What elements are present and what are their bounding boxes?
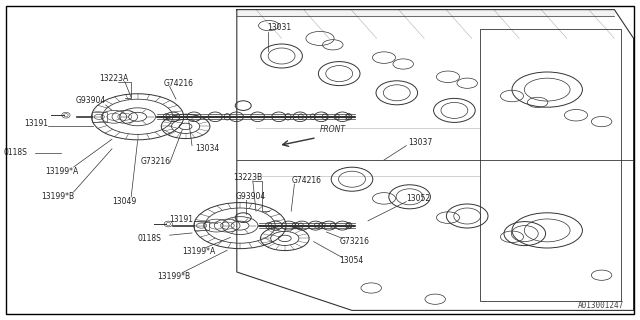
Text: 13199*A: 13199*A xyxy=(45,167,78,176)
Text: 13199*B: 13199*B xyxy=(157,272,190,281)
Text: G73216: G73216 xyxy=(141,157,171,166)
Text: 13191: 13191 xyxy=(24,119,49,128)
Text: 13191: 13191 xyxy=(170,215,194,224)
Text: 13031: 13031 xyxy=(268,23,292,32)
Text: 13034: 13034 xyxy=(195,144,220,153)
Text: 13223B: 13223B xyxy=(234,173,263,182)
Bar xyxy=(194,221,209,230)
Bar xyxy=(480,29,621,301)
Text: 0118S: 0118S xyxy=(138,234,161,243)
Text: 13037: 13037 xyxy=(408,138,433,147)
Text: 13199*B: 13199*B xyxy=(42,192,75,201)
Text: 13054: 13054 xyxy=(339,256,364,265)
Text: G73216: G73216 xyxy=(339,237,369,246)
Text: A013001247: A013001247 xyxy=(578,301,624,310)
Text: G93904: G93904 xyxy=(236,192,266,201)
Text: 13223A: 13223A xyxy=(99,74,129,83)
Text: 13049: 13049 xyxy=(112,197,136,206)
Text: G93904: G93904 xyxy=(76,96,106,105)
Text: FRONT: FRONT xyxy=(320,125,346,134)
Text: G74216: G74216 xyxy=(291,176,321,185)
Bar xyxy=(92,112,107,122)
Text: 13052: 13052 xyxy=(406,194,431,203)
Text: 13199*A: 13199*A xyxy=(182,247,216,256)
Text: 0118S: 0118S xyxy=(3,148,27,156)
Text: G74216: G74216 xyxy=(163,79,193,88)
